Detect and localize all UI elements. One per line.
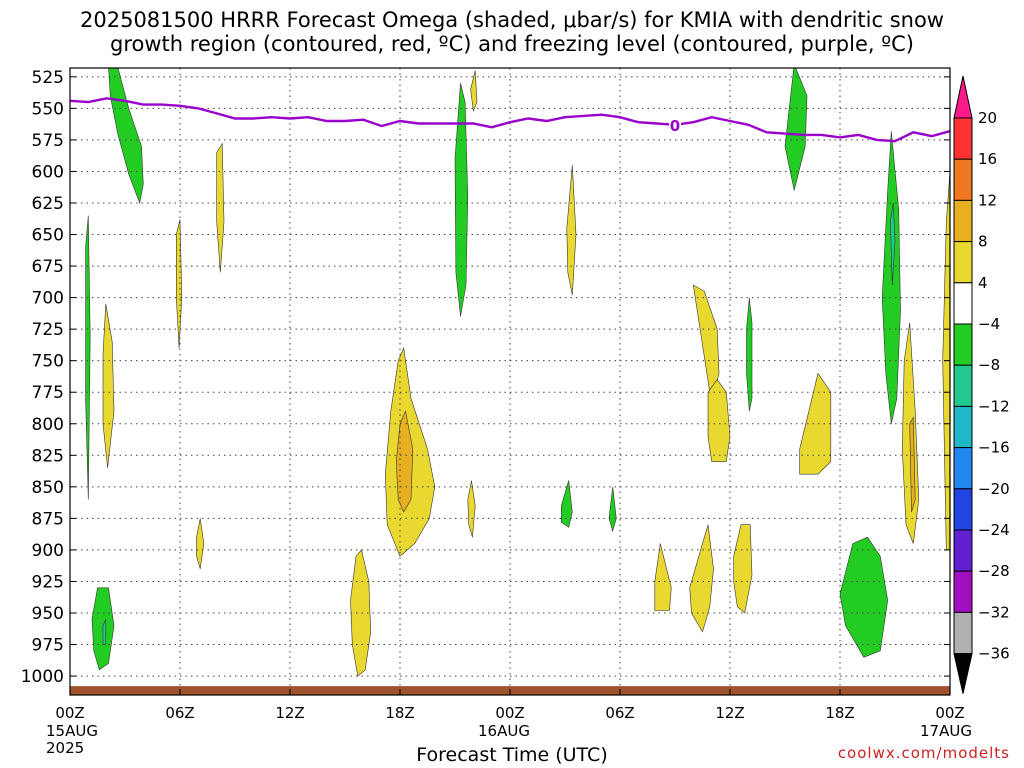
omega-region-23 [799,372,832,475]
y-tick-label-16: 925 [32,572,64,592]
omega-region-14 [566,165,577,296]
grid-lines [70,68,950,695]
freezing-level-label: 0 [670,117,680,135]
colorbar-swatch-11 [953,529,973,572]
x-tick-label-1: 06Z [165,704,194,722]
colorbar-label-8: −16 [978,439,1010,457]
y-tick-label-10: 775 [32,383,64,403]
colorbar-top-arrow [953,75,973,119]
omega-region-7 [196,518,205,569]
freezing-level-line [70,97,950,143]
colorbar-swatch-6 [953,323,973,366]
omega-region-20 [689,524,714,633]
y-tick-label-7: 700 [32,289,64,309]
y-tick-label-2: 575 [32,131,64,151]
colorbar-bottom-arrow [953,653,973,694]
colorbar-swatch-7 [953,364,973,407]
colorbar-swatch-13 [953,611,973,655]
title-line-1: 2025081500 HRRR Forecast Omega (shaded, … [80,8,944,32]
colorbar-label-2: 12 [978,191,997,209]
omega-region-3 [85,215,91,500]
y-tick-label-17: 950 [32,604,64,624]
freezing-level-label-bg [669,115,681,133]
colorbar-swatch-8 [953,405,973,449]
colorbar-label-3: 8 [978,233,988,251]
x-tick-label-4: 00Z [495,704,524,722]
y-tick-label-6: 675 [32,257,64,277]
colorbar-swatch-9 [953,447,973,490]
y-tick-label-13: 850 [32,478,64,498]
y-tick-label-15: 900 [32,541,64,561]
omega-region-21 [733,524,753,614]
colorbar-swatch-5 [953,282,973,325]
colorbar-label-12: −32 [978,603,1010,621]
y-tick-label-11: 800 [32,415,64,435]
x-tick-label-2: 12Z [275,704,304,722]
y-tick-label-0: 525 [32,68,64,88]
omega-region-24 [784,68,808,191]
colorbar-swatch-10 [953,488,973,531]
year-label: 2025 [46,739,85,757]
omega-region-27 [890,202,896,286]
omega-region-17 [707,379,731,462]
omega-region-12 [467,480,476,538]
x-tick-label-5: 06Z [605,704,634,722]
y-tick-label-4: 625 [32,194,64,214]
omega-region-22 [746,297,753,412]
omega-region-15 [560,480,573,528]
x-axis: 00Z 06Z 12Z 18Z 00Z 06Z 12Z 18Z 00Z [55,689,965,722]
omega-region-16 [692,284,720,405]
colorbar-label-0: 20 [978,109,997,127]
y-tick-label-18: 975 [32,636,64,656]
colorbar-label-1: 16 [978,150,997,168]
credit-link[interactable]: coolwx.com/modelts [837,744,1010,762]
colorbar-swatch-2 [953,158,973,201]
y-tick-label-14: 875 [32,509,64,529]
omega-region-6 [102,619,107,645]
freezing-level-layer: 0 [70,97,950,143]
colorbar-swatch-3 [953,199,973,243]
y-tick-label-19: 1000 [21,667,64,687]
colorbar-label-4: 4 [978,274,988,292]
colorbar: 20 16 12 8 4 −4 −8 −12 −16 −20 −24 −28 −32 −36 [953,75,1010,694]
date-label-15aug: 15AUG [46,722,98,740]
omega-region-11 [454,83,469,317]
y-tick-label-5: 650 [32,226,64,246]
colorbar-label-5: −4 [978,315,1000,333]
y-axis: 525 550 575 600 625 650 675 700 725 750 775 800 825 8… [21,68,950,687]
colorbar-label-9: −20 [978,480,1010,498]
x-tick-label-6: 12Z [715,704,744,722]
x-tick-label-7: 18Z [825,704,854,722]
omega-region-26 [881,131,901,424]
chart-title: 2025081500 HRRR Forecast Omega (shaded, … [0,8,1024,56]
x-tick-label-0: 00Z [55,704,84,722]
x-tick-label-3: 18Z [385,704,414,722]
y-tick-label-12: 825 [32,446,64,466]
colorbar-swatch-12 [953,570,973,613]
colorbar-label-6: −8 [978,356,1000,374]
y-tick-label-1: 550 [32,99,64,119]
colorbar-label-7: −12 [978,397,1010,415]
colorbar-swatch-1 [953,117,973,160]
colorbar-label-11: −28 [978,562,1010,580]
y-tick-label-8: 725 [32,320,64,340]
colorbar-label-10: −24 [978,521,1010,539]
omega-region-25 [839,536,889,658]
colorbar-label-13: −36 [978,645,1010,663]
title-line-2: growth region (contoured, red, ºC) and f… [110,32,914,56]
omega-region-18 [608,486,617,533]
x-axis-title: Forecast Time (UTC) [416,744,608,766]
omega-region-13 [470,70,478,113]
omega-region-10 [350,549,372,677]
omega-region-1 [216,142,225,273]
date-label-17aug: 17AUG [920,722,972,740]
colorbar-swatch-4 [953,241,973,284]
x-tick-label-8: 00Z [935,704,964,722]
y-tick-label-3: 600 [32,162,64,182]
omega-region-0 [108,68,144,205]
omega-region-29 [909,416,916,513]
y-tick-label-9: 750 [32,352,64,372]
date-label-16aug: 16AUG [478,722,530,740]
